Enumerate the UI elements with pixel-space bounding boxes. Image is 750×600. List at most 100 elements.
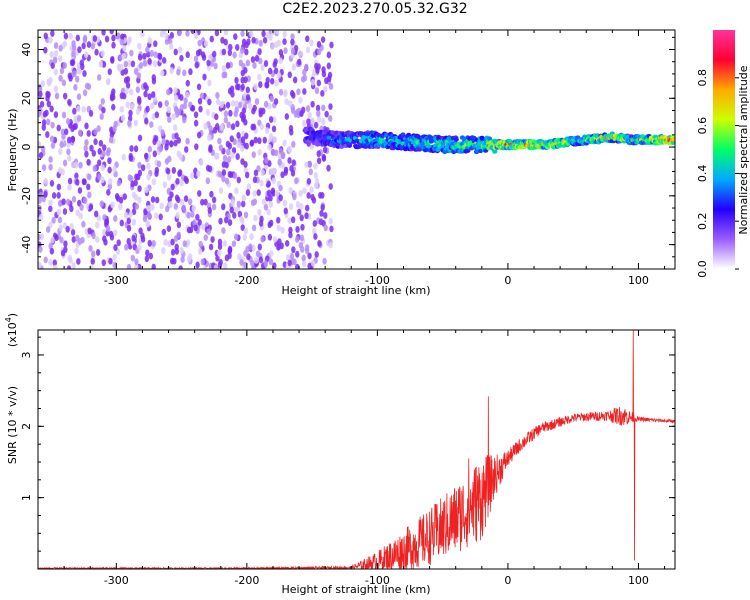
noise-point [215,98,221,106]
noise-point [158,213,163,221]
noise-point [218,217,223,225]
noise-point [266,189,272,197]
noise-point [78,161,83,169]
noise-point [326,62,332,70]
noise-point [62,62,68,69]
noise-point [56,124,61,132]
noise-point [142,52,147,60]
y-tick-label: 20 [20,91,33,105]
noise-point [224,161,229,169]
noise-point [223,30,229,36]
noise-point [197,218,202,226]
x-tick-label: -200 [234,574,259,587]
noise-point [99,200,104,208]
noise-point [240,30,245,38]
noise-point [53,42,59,49]
noise-point [231,240,237,248]
noise-point [95,221,100,229]
noise-point [56,183,62,191]
noise-point [65,225,70,233]
snr-x-label: Height of straight line (km) [281,583,430,596]
noise-point [127,36,132,44]
noise-point [207,134,212,142]
noise-point [320,191,325,199]
noise-point [178,265,183,269]
noise-point [229,85,235,93]
noise-point [77,129,83,137]
noise-point [136,72,142,80]
noise-point [111,34,116,42]
noise-point [314,251,319,258]
noise-point [112,261,117,269]
noise-point [107,166,112,174]
noise-point [146,204,151,212]
noise-point [301,254,306,262]
noise-point [67,154,72,162]
noise-point [118,196,124,204]
noise-point [195,261,200,269]
noise-point [48,205,53,213]
noise-point [218,144,224,152]
noise-point [234,100,239,108]
noise-point [89,144,94,152]
noise-point [40,80,46,88]
noise-point [190,104,196,112]
noise-point [136,95,142,103]
noise-point [245,94,251,101]
noise-point [316,79,322,87]
noise-point [323,224,328,232]
noise-point [230,123,236,131]
y-tick-label: 0 [20,144,33,151]
noise-point [38,245,43,253]
noise-point [38,151,44,159]
noise-point [299,234,305,242]
noise-point [274,190,280,197]
signal-point [671,136,675,142]
noise-point [267,67,273,75]
noise-point [152,60,158,68]
noise-point [56,208,62,216]
noise-point [270,148,276,156]
noise-point [226,148,231,156]
noise-point [182,116,187,124]
noise-point [222,262,228,269]
noise-point [193,111,199,119]
noise-point [208,125,213,133]
noise-point [228,43,233,51]
noise-point [100,50,105,57]
noise-point [224,216,229,224]
noise-point [166,106,172,114]
noise-point [265,76,270,84]
noise-point [134,258,139,266]
noise-point [301,260,307,268]
noise-point [112,253,117,261]
noise-point [291,63,297,71]
noise-point [98,60,104,68]
noise-point [289,252,295,260]
noise-point [268,116,274,123]
noise-point [316,110,321,117]
noise-point [243,227,249,235]
noise-point [217,170,222,178]
noise-point [243,166,248,174]
signal-ridge [302,126,675,155]
noise-point [318,218,324,226]
noise-point [248,243,253,251]
noise-point [62,159,68,167]
noise-point [72,107,77,115]
noise-point [200,223,206,231]
noise-point [57,167,63,174]
noise-point [241,200,246,208]
noise-point [131,191,137,199]
noise-point [304,161,309,169]
colorbar-tick-label: 0.4 [696,165,709,183]
noise-point [306,192,311,199]
noise-point [197,39,202,47]
signal-point [330,130,336,135]
noise-point [217,238,223,246]
noise-point [186,211,191,219]
noise-point [250,56,256,63]
colorbar-tick-label: 0.8 [696,69,709,87]
noise-point [288,231,293,239]
noise-point [196,83,202,91]
